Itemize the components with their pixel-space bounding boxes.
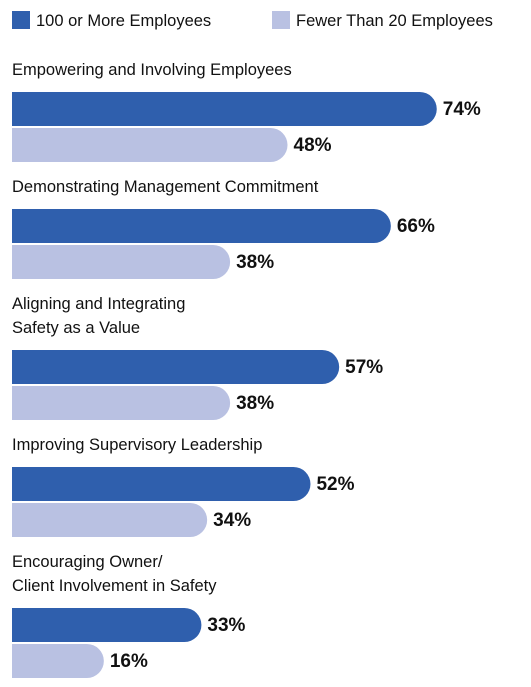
value-label: 52% [316, 474, 354, 495]
category-label: Aligning and Integrating Safety as a Valu… [12, 295, 185, 337]
bar [12, 128, 288, 162]
bar [12, 503, 208, 537]
value-label: 66% [397, 216, 435, 237]
legend-swatch [12, 11, 30, 29]
legend-label: 100 or More Employees [36, 12, 211, 30]
bar [12, 467, 311, 501]
legend-label: Fewer Than 20 Employees [296, 12, 493, 30]
legend-swatch [272, 11, 290, 29]
value-label: 33% [207, 615, 245, 636]
bar [12, 92, 437, 126]
bar [12, 644, 104, 678]
value-label: 38% [236, 252, 274, 273]
category-label: Empowering and Involving Employees [12, 61, 292, 79]
bar [12, 608, 202, 642]
value-label: 34% [213, 510, 251, 531]
bar [12, 350, 340, 384]
category-label: Improving Supervisory Leadership [12, 436, 262, 454]
category-label: Demonstrating Management Commitment [12, 178, 319, 196]
bar [12, 209, 391, 243]
value-label: 16% [110, 651, 148, 672]
value-label: 57% [345, 357, 383, 378]
bar [12, 386, 231, 420]
value-label: 74% [443, 99, 481, 120]
value-label: 38% [236, 393, 274, 414]
category-label: Encouraging Owner/Client Involvement in … [12, 553, 217, 595]
value-label: 48% [294, 135, 332, 156]
bar [12, 245, 231, 279]
